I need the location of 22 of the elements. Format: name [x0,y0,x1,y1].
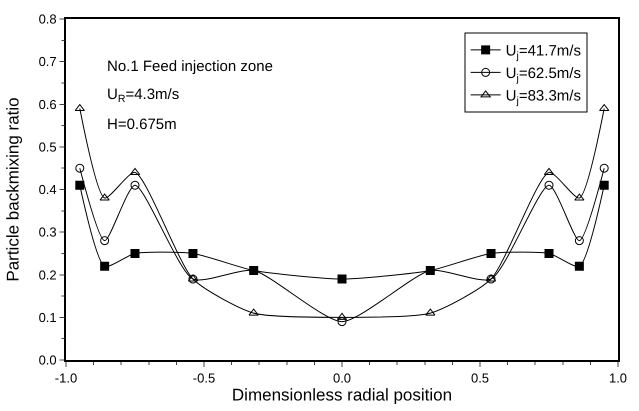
annotation: H=0.675m [107,116,177,133]
y-tick-label: 0.4 [38,182,57,198]
annotation: No.1 Feed injection zone [107,58,273,75]
legend-label: U$_{j}$=62.5m/s [506,65,581,84]
annotation: U$_{R}$=4.3m/s [107,86,180,106]
y-axis-title: Particle backmixing ratio [4,97,23,282]
x-axis-title: Dimensionless radial position [232,385,452,404]
y-tick-label: 0.3 [38,224,57,240]
y-tick-label: 0.6 [38,96,57,112]
x-tick-label: 0.5 [470,370,490,386]
legend-label: U$_{j}$=83.3m/s [506,88,581,107]
y-tick-label: 0.5 [38,139,57,154]
y-tick-label: 0.0 [38,352,57,368]
y-tick-label: 0.8 [38,12,57,27]
x-tick-label: 0.0 [332,370,352,386]
x-tick-label: -1.0 [54,370,78,386]
legend-label: U$_{j}$=41.7m/s [506,42,581,62]
x-tick-label: -0.5 [192,370,216,386]
y-tick-label: 0.2 [38,267,57,282]
y-tick-label: 0.7 [38,54,57,70]
y-tick-label: 0.1 [38,310,57,325]
x-tick-label: 1.0 [608,370,628,386]
